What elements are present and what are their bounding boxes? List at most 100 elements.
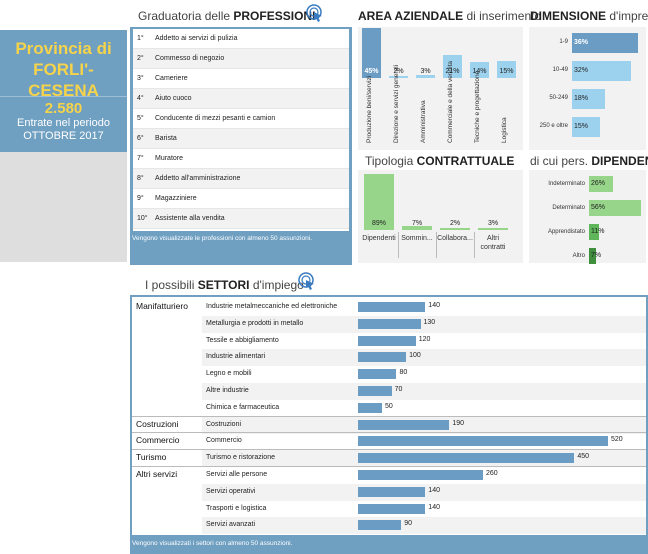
profession-label: Muratore <box>155 155 184 162</box>
click-target-icon[interactable] <box>297 271 317 291</box>
sector-value: 450 <box>577 453 590 461</box>
area-category-label: Tecniche e progettazione <box>474 70 481 143</box>
area-bar-label: 45% <box>364 68 379 75</box>
tipologia-bar <box>440 228 470 230</box>
sectors-chart: Industrie metalmeccaniche ed elettronich… <box>132 297 646 535</box>
tipologia-bar <box>402 225 432 230</box>
profession-label: Addetto ai servizi di pulizia <box>155 35 238 42</box>
tipologia-category-label: Sommin... <box>401 235 433 242</box>
sector-row: Servizi alle persone 260 <box>202 467 646 484</box>
profession-rank: 5° <box>137 115 144 122</box>
sector-label: Metallurgia e prodotti in metallo <box>206 319 304 327</box>
profession-rank: 1° <box>137 35 144 42</box>
dipendente-chart <box>529 170 646 263</box>
sectors-note: Vengono visualizzati i settori con almen… <box>132 540 293 547</box>
area-category-label: Produzione beni/servizi <box>366 75 373 143</box>
dimension-bar-label: 36% <box>574 39 589 46</box>
dimension-bar <box>572 117 600 137</box>
click-target-icon[interactable] <box>305 3 325 23</box>
area-category-label: Amministrativa <box>420 100 427 143</box>
sector-bar <box>358 436 608 447</box>
profession-rank: 4° <box>137 95 144 102</box>
sector-group-label: Turismo <box>136 452 167 463</box>
area-bar <box>443 54 462 78</box>
province-title: Provincia di FORLI'-CESENA <box>0 30 127 100</box>
sector-label: Industrie metalmeccaniche ed elettronich… <box>206 303 338 310</box>
sector-row: Turismo e ristorazione 450 <box>202 450 646 468</box>
area-bar <box>470 62 489 78</box>
profession-rank: 8° <box>137 175 144 182</box>
sector-bar <box>358 318 421 329</box>
sector-value: 190 <box>452 419 465 427</box>
profession-row[interactable]: 7° Muratore <box>133 149 349 169</box>
profession-row[interactable]: 10° Assistente alla vendita <box>133 209 349 229</box>
tipologia-divider <box>436 232 437 258</box>
profession-rank: 2° <box>137 55 144 62</box>
sector-value: 130 <box>423 318 436 326</box>
sector-label: Commercio <box>206 437 242 445</box>
sector-group-divider <box>132 466 646 467</box>
profession-row[interactable]: 6° Barista <box>133 129 349 149</box>
sector-value: 80 <box>399 369 408 377</box>
profession-label: Assistente alla vendita <box>155 215 225 222</box>
profession-label: Cameriere <box>155 75 188 82</box>
profession-row[interactable]: 4° Aiuto cuoco <box>133 89 349 109</box>
dipendente-category-label: Altro <box>572 253 585 259</box>
profession-row[interactable]: 9° Magazziniere <box>133 189 349 209</box>
sector-row: Chimica e farmaceutica 50 <box>202 400 646 417</box>
area-chart <box>358 27 523 150</box>
entries-label: Entrate nel periodo <box>17 117 110 129</box>
dipendente-bar <box>589 248 596 264</box>
dimension-bar-label: 32% <box>574 67 589 74</box>
sector-group-label: Altri servizi <box>136 469 178 479</box>
sector-value: 100 <box>409 352 421 360</box>
sector-row: Metallurgia e prodotti in metallo 130 <box>202 315 646 333</box>
area-title: AREA AZIENDALE di inserimento <box>358 9 542 23</box>
profession-row[interactable]: 2° Commesso di negozio <box>133 49 349 69</box>
dimension-bar <box>572 33 638 53</box>
sector-bar <box>358 302 426 312</box>
tipologia-bar-label: 7% <box>411 220 423 227</box>
dipendente-bar-label: 11% <box>591 228 605 235</box>
sector-label: Altre industrie <box>206 387 249 394</box>
profession-row[interactable]: 1° Addetto ai servizi di pulizia <box>133 29 349 49</box>
profession-rank: 7° <box>137 155 144 162</box>
area-bar <box>362 28 381 78</box>
sector-bar <box>358 503 426 514</box>
tipologia-bar-label: 89% <box>371 220 386 227</box>
tipologia-title: Tipologia CONTRATTUALE <box>365 154 515 168</box>
sector-bar <box>358 335 416 346</box>
profession-row[interactable]: 5° Conducente di mezzi pesanti e camion <box>133 109 349 129</box>
sector-bar <box>358 419 450 430</box>
sector-bar <box>358 386 392 396</box>
sector-row: Legno e mobili 80 <box>202 366 646 383</box>
profession-row[interactable]: 3° Cameriere <box>133 69 349 89</box>
sector-label: Trasporti e logistica <box>206 504 267 512</box>
area-bar <box>497 61 516 78</box>
profession-rank: 9° <box>137 195 144 202</box>
sector-group-label: Costruzioni <box>136 418 179 429</box>
dimension-category-label: 1-9 <box>559 39 568 45</box>
profession-label: Commesso di negozio <box>155 55 225 62</box>
sector-value: 140 <box>428 503 440 511</box>
dipendente-category-label: Determinato <box>552 205 585 211</box>
province-line1: Provincia di <box>15 39 112 58</box>
professions-title: Graduatoria delle PROFESSIONI <box>138 9 316 23</box>
profession-label: Addetto all'amministrazione <box>155 175 241 182</box>
sector-value: 90 <box>404 520 413 528</box>
area-category-label: Logistica <box>501 117 508 143</box>
dipendente-bar <box>589 176 614 192</box>
dimension-bar <box>572 89 605 109</box>
tipologia-bar <box>478 228 508 230</box>
entries-summary: 2.580 Entrate nel periodo OTTOBRE 2017 <box>0 96 127 152</box>
area-bar <box>416 74 435 78</box>
dipendente-bar-label: 26% <box>591 180 606 187</box>
dimension-bar <box>572 61 631 81</box>
professions-list: 1° Addetto ai servizi di pulizia 2° Commess… <box>133 29 349 231</box>
profession-row[interactable]: 8° Addetto all'amministrazione <box>133 169 349 189</box>
tipologia-category-label: Dipendenti <box>362 235 396 242</box>
dimension-bar-label: 15% <box>574 123 589 130</box>
dipendente-bar-label: 7% <box>591 252 602 259</box>
sector-row: Industrie alimentari 100 <box>202 349 646 367</box>
profession-label: Magazziniere <box>155 195 197 202</box>
